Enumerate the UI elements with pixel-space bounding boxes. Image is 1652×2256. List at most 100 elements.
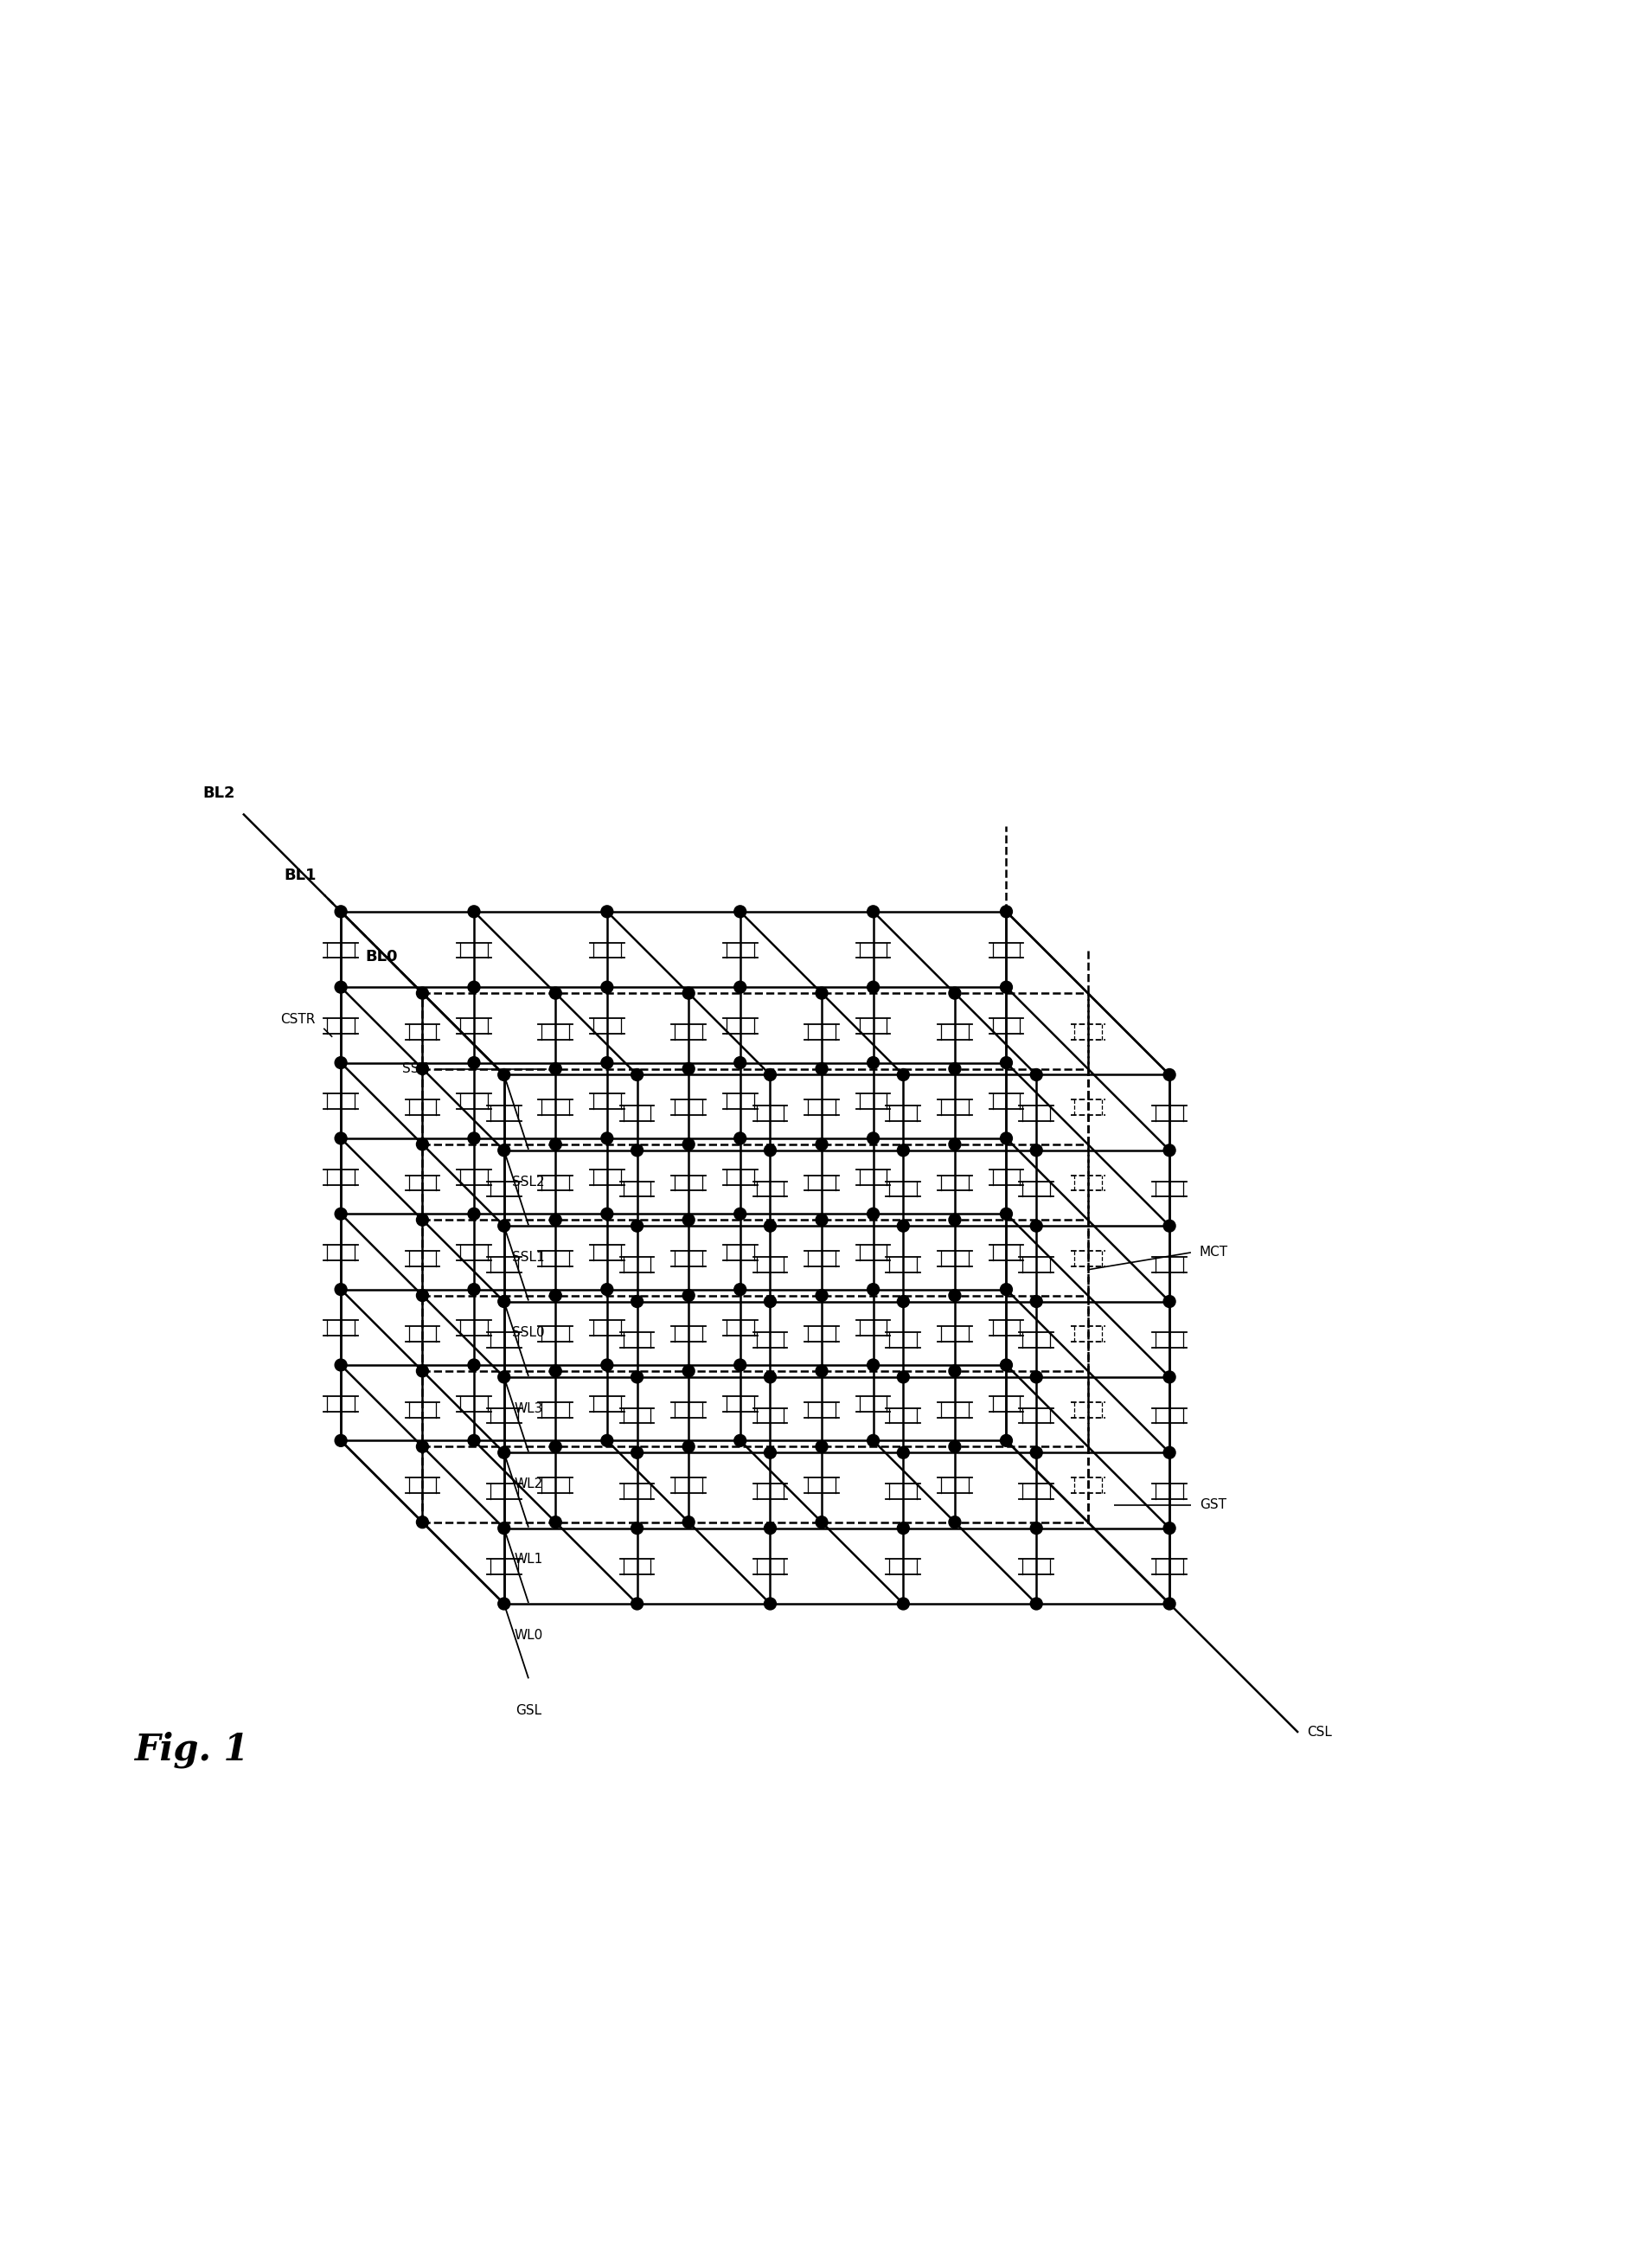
Circle shape: [948, 1063, 961, 1074]
Text: GSL: GSL: [515, 1703, 542, 1717]
Text: CSTR: CSTR: [281, 1013, 316, 1026]
Circle shape: [867, 1358, 879, 1372]
Circle shape: [468, 1056, 481, 1069]
Circle shape: [416, 1290, 428, 1302]
Circle shape: [733, 1284, 747, 1295]
Circle shape: [816, 1442, 828, 1453]
Circle shape: [497, 1069, 510, 1081]
Text: SSL2: SSL2: [512, 1175, 545, 1189]
Circle shape: [1163, 1597, 1176, 1611]
Circle shape: [1031, 1069, 1042, 1081]
Circle shape: [948, 1139, 961, 1151]
Circle shape: [816, 1290, 828, 1302]
Circle shape: [1031, 1220, 1042, 1232]
Circle shape: [497, 1597, 510, 1611]
Circle shape: [497, 1295, 510, 1308]
Circle shape: [416, 1139, 428, 1151]
Circle shape: [765, 1372, 776, 1383]
Circle shape: [765, 1220, 776, 1232]
Circle shape: [497, 1523, 510, 1534]
Circle shape: [897, 1372, 909, 1383]
Circle shape: [816, 1063, 828, 1074]
Circle shape: [631, 1597, 643, 1611]
Circle shape: [335, 981, 347, 993]
Circle shape: [867, 981, 879, 993]
Circle shape: [867, 1056, 879, 1069]
Text: SST: SST: [401, 1063, 426, 1076]
Circle shape: [416, 1442, 428, 1453]
Text: MCT: MCT: [1199, 1245, 1227, 1259]
Circle shape: [948, 1365, 961, 1376]
Circle shape: [1031, 1523, 1042, 1534]
Circle shape: [601, 981, 613, 993]
Circle shape: [1031, 1597, 1042, 1611]
Circle shape: [468, 1207, 481, 1220]
Circle shape: [601, 1284, 613, 1295]
Text: GST: GST: [1199, 1498, 1226, 1512]
Circle shape: [765, 1144, 776, 1157]
Circle shape: [631, 1220, 643, 1232]
Circle shape: [1001, 1133, 1013, 1144]
Circle shape: [1031, 1144, 1042, 1157]
Circle shape: [1163, 1295, 1176, 1308]
Circle shape: [765, 1597, 776, 1611]
Circle shape: [682, 1290, 694, 1302]
Circle shape: [765, 1446, 776, 1460]
Circle shape: [601, 905, 613, 918]
Circle shape: [1001, 1435, 1013, 1446]
Text: WL1: WL1: [514, 1552, 544, 1566]
Circle shape: [550, 1063, 562, 1074]
Circle shape: [733, 1358, 747, 1372]
Circle shape: [601, 1358, 613, 1372]
Circle shape: [682, 1139, 694, 1151]
Circle shape: [1031, 1295, 1042, 1308]
Circle shape: [1031, 1372, 1042, 1383]
Circle shape: [550, 1365, 562, 1376]
Circle shape: [550, 1290, 562, 1302]
Circle shape: [897, 1523, 909, 1534]
Circle shape: [897, 1069, 909, 1081]
Circle shape: [867, 1207, 879, 1220]
Circle shape: [601, 1133, 613, 1144]
Circle shape: [682, 1063, 694, 1074]
Circle shape: [682, 988, 694, 999]
Circle shape: [816, 1139, 828, 1151]
Circle shape: [468, 1133, 481, 1144]
Circle shape: [416, 1214, 428, 1225]
Circle shape: [335, 1207, 347, 1220]
Circle shape: [733, 1207, 747, 1220]
Circle shape: [765, 1295, 776, 1308]
Circle shape: [682, 1516, 694, 1527]
Circle shape: [335, 1133, 347, 1144]
Circle shape: [1001, 1358, 1013, 1372]
Circle shape: [948, 1442, 961, 1453]
Circle shape: [897, 1446, 909, 1460]
Circle shape: [1163, 1144, 1176, 1157]
Circle shape: [497, 1220, 510, 1232]
Circle shape: [335, 1435, 347, 1446]
Text: WL0: WL0: [514, 1629, 544, 1642]
Circle shape: [631, 1523, 643, 1534]
Circle shape: [897, 1144, 909, 1157]
Circle shape: [468, 981, 481, 993]
Circle shape: [468, 1435, 481, 1446]
Circle shape: [816, 1365, 828, 1376]
Circle shape: [335, 905, 347, 918]
Circle shape: [1163, 1372, 1176, 1383]
Circle shape: [733, 905, 747, 918]
Circle shape: [1001, 981, 1013, 993]
Circle shape: [1163, 1523, 1176, 1534]
Circle shape: [867, 1284, 879, 1295]
Circle shape: [948, 988, 961, 999]
Circle shape: [1001, 1207, 1013, 1220]
Circle shape: [1163, 1220, 1176, 1232]
Circle shape: [1001, 1284, 1013, 1295]
Circle shape: [1001, 1056, 1013, 1069]
Circle shape: [550, 1516, 562, 1527]
Circle shape: [682, 1442, 694, 1453]
Circle shape: [682, 1214, 694, 1225]
Circle shape: [631, 1144, 643, 1157]
Circle shape: [497, 1446, 510, 1460]
Circle shape: [631, 1295, 643, 1308]
Circle shape: [897, 1597, 909, 1611]
